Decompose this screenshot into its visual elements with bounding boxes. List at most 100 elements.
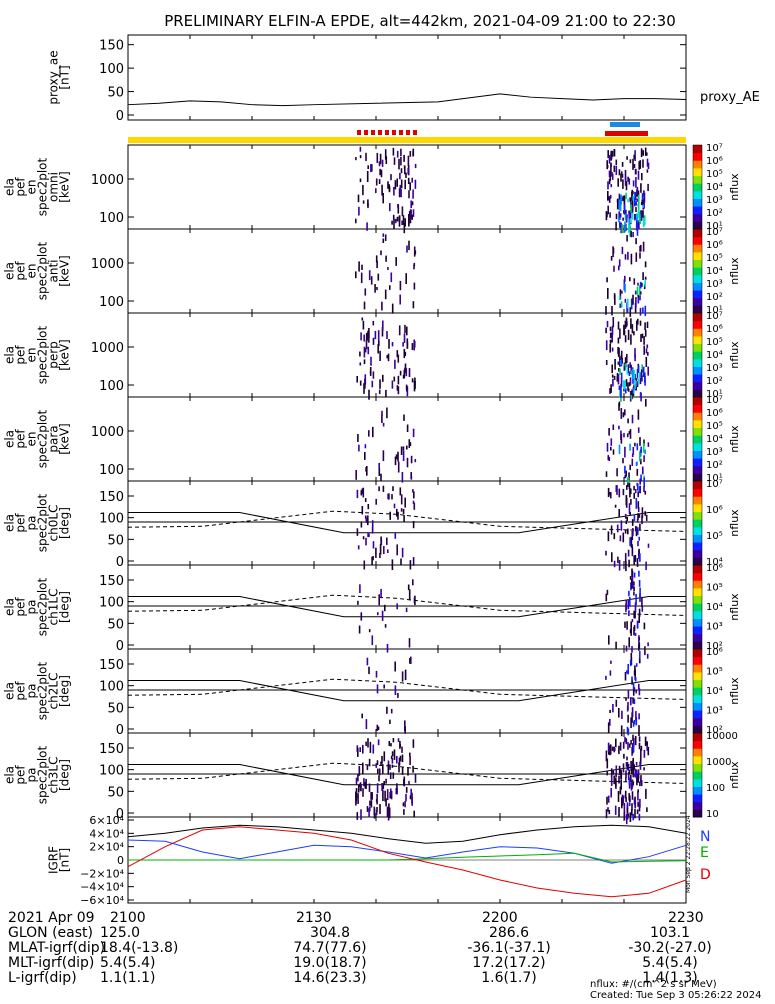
y-axis-label: perp [47, 341, 61, 369]
pitch-angle-pixel [626, 517, 628, 521]
colorbar-segment [693, 274, 702, 283]
y-tick-label: −4×10⁴ [80, 881, 124, 894]
pitch-angle-pixel [631, 791, 634, 800]
spectrogram-pixel [364, 348, 367, 353]
pitch-angle-pixel [605, 593, 608, 602]
pitch-angle-pixel [607, 807, 609, 812]
pitch-angle-pixel [647, 746, 650, 756]
spectrogram-pixel [631, 414, 634, 424]
pitch-angle-pixel [608, 809, 611, 815]
spectrogram-pixel [618, 217, 620, 223]
footer-units: nflux: #/(cm^2 s sr MeV) [590, 979, 717, 990]
y-axis-label: ch2LC [47, 673, 61, 710]
spectrogram-pixel [633, 164, 636, 169]
pitch-angle-pixel [618, 775, 620, 784]
pitch-angle-pixel [644, 646, 646, 656]
time-axis-label: 2230 [668, 910, 704, 926]
pitch-angle-pixel [378, 594, 380, 606]
pitch-angle-pixel [638, 613, 640, 623]
series-label-proxy-ae: proxy_AE [700, 90, 760, 105]
pitch-angle-pixel [615, 699, 618, 707]
spectrogram-pixel [611, 173, 614, 180]
pitch-angle-pixel [608, 635, 610, 645]
spectrogram-pixel [627, 298, 629, 309]
spectrogram-pixel [402, 451, 405, 461]
spectrogram-pixel [644, 375, 646, 386]
pitch-angle-pixel [628, 637, 630, 648]
y-tick-label: 100 [99, 512, 124, 527]
colorbar-tick-label: 10⁴ [706, 434, 723, 445]
pitch-angle-pixel [377, 739, 380, 746]
spectrogram-pixel [622, 458, 624, 464]
pitch-angle-pixel [382, 485, 385, 492]
colorbar-tick-label: 10¹ [706, 221, 723, 232]
spectrogram-pixel [394, 359, 396, 369]
pitch-angle-pixel [619, 535, 622, 542]
pitch-angle-pixel [610, 775, 613, 786]
pitch-angle-pixel [639, 523, 641, 531]
pitch-angle-pixel [366, 806, 369, 812]
y-axis-label: pef [14, 765, 28, 785]
colorbar-segment [693, 351, 702, 360]
y-axis-label: IGRF [47, 846, 61, 874]
spectrogram-pixel [646, 152, 648, 156]
spectrogram-pixel [629, 307, 632, 317]
pitch-angle-pixel [634, 612, 636, 619]
spectrogram-pixel [632, 294, 634, 305]
pitch-angle-pixel [377, 768, 379, 774]
spectrogram-pixel [375, 255, 378, 263]
spectrogram-pixel [370, 356, 372, 366]
pitch-angle-pixel [369, 800, 371, 806]
spectrogram-pixel [642, 150, 644, 156]
spectrogram-pixel [413, 262, 416, 267]
spectrogram-pixel [609, 332, 612, 339]
colorbar-segment [693, 213, 702, 222]
spectrogram-pixel [622, 217, 624, 221]
pitch-angle-pixel [639, 757, 642, 765]
pitch-angle-pixel [624, 672, 627, 681]
pitch-angle-pixel [606, 796, 608, 805]
y-tick-label: 6×10⁴ [89, 814, 124, 827]
pitch-angle-pixel [609, 670, 612, 676]
pitch-angle-pixel [368, 629, 371, 633]
colorbar-segment [693, 389, 702, 398]
pitch-angle-pixel [392, 772, 395, 779]
pitch-angle-pixel [390, 743, 392, 747]
ephemeris-value: 125.0 [100, 925, 140, 941]
spectrogram-pixel [382, 193, 384, 204]
y-tick-label: 0 [116, 807, 124, 822]
pitch-angle-pixel [391, 758, 394, 764]
spectrogram-pixel [640, 474, 642, 481]
pitch-angle-pixel [627, 742, 629, 750]
pitch-angle-pixel [635, 531, 638, 537]
spectrogram-pixel [360, 332, 362, 341]
pitch-angle-pixel [644, 490, 647, 495]
pitch-angle-pixel [630, 768, 633, 774]
pitch-angle-pixel [631, 676, 633, 681]
pitch-angle-pixel [409, 756, 411, 765]
spectrogram-pixel [637, 203, 640, 213]
spectrogram-pixel [619, 213, 622, 218]
spectrogram-pixel [621, 246, 624, 255]
pitch-angle-pixel [629, 743, 631, 748]
pitch-angle-pixel [641, 596, 643, 607]
pitch-angle-pixel [386, 706, 388, 714]
colorbar-tick-label: 10⁷ [706, 227, 723, 238]
spectrogram-pixel [619, 204, 622, 212]
spectrogram-pixel [376, 260, 378, 269]
spectrogram-pixel [406, 445, 408, 450]
colorbar-segment [693, 488, 702, 497]
spectrogram-pixel [390, 272, 393, 283]
pitch-angle-pixel [641, 507, 644, 518]
pitch-angle-pixel [377, 612, 379, 616]
pitch-angle-pixel [365, 719, 368, 729]
spectrogram-pixel [615, 159, 618, 166]
pitch-angle-pixel [626, 726, 629, 734]
pitch-angle-pixel [638, 548, 640, 556]
spectrogram-pixel [629, 210, 632, 220]
pitch-angle-pixel [375, 670, 378, 678]
pitch-angle-pixel [389, 719, 391, 725]
spectrogram-pixel [632, 379, 634, 384]
spectrogram-pixel [393, 157, 396, 165]
spectrogram-pixel [413, 246, 416, 257]
